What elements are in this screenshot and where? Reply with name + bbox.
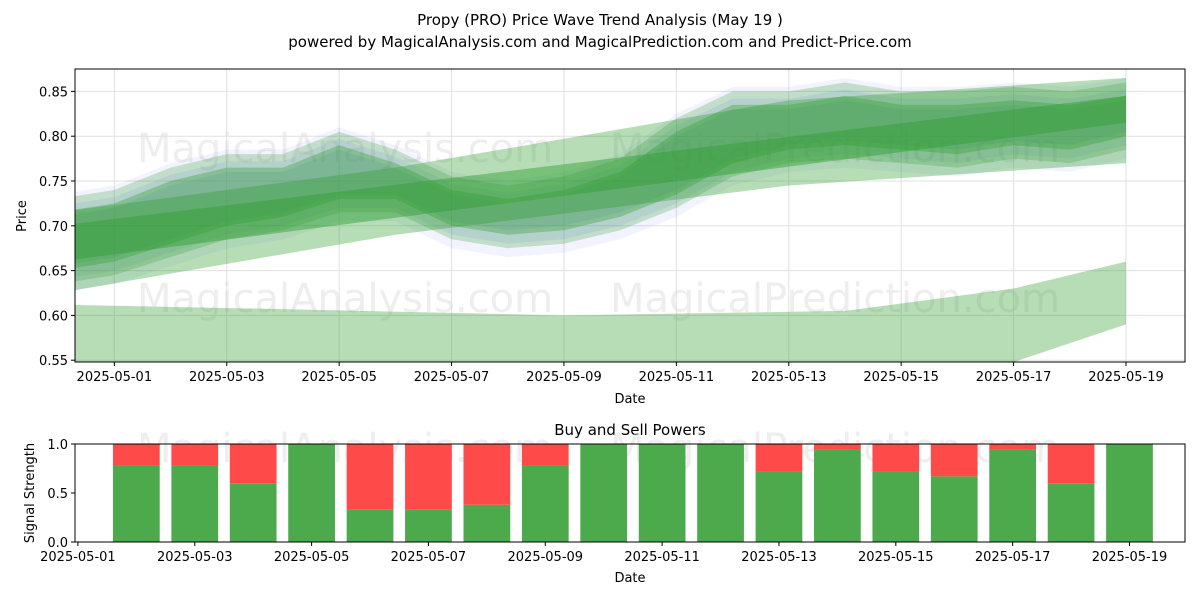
signal-x-tick-label: 2025-05-19 xyxy=(1092,550,1168,565)
trend-band xyxy=(75,95,1126,260)
signal-x-tick-label: 2025-05-09 xyxy=(508,550,584,565)
price-y-ticks: 0.55 0.60 0.65 0.70 0.75 0.80 0.85 xyxy=(39,85,75,369)
signal-y-tick-label: 0.5 xyxy=(47,487,68,502)
price-y-tick-label: 0.75 xyxy=(39,175,68,190)
sell-bar xyxy=(814,444,861,450)
price-x-tick-label: 2025-05-15 xyxy=(863,370,939,385)
price-bands-clip xyxy=(75,77,1126,362)
wave-band-green xyxy=(75,95,1126,268)
price-y-tick-label: 0.70 xyxy=(39,220,68,235)
sell-bar xyxy=(112,444,160,466)
sell-bar xyxy=(346,444,394,510)
sell-bar xyxy=(463,444,511,505)
signal-y-tick-label: 1.0 xyxy=(47,438,68,453)
price-x-tick-label: 2025-05-09 xyxy=(526,370,602,385)
watermark-analysis-top: MagicalAnalysis.com xyxy=(137,126,553,172)
price-y-tick-label: 0.55 xyxy=(39,354,68,369)
sell-bar xyxy=(930,444,978,477)
signal-x-tick-label: 2025-05-05 xyxy=(274,550,350,565)
signal-x-tick-label: 2025-05-15 xyxy=(858,550,934,565)
price-x-tick-label: 2025-05-11 xyxy=(639,370,715,385)
sell-bar xyxy=(755,444,803,472)
signal-y-ticks: 0.0 0.5 1.0 xyxy=(47,438,75,551)
signal-x-ticks: 2025-05-01 2025-05-03 2025-05-05 2025-05-07… xyxy=(40,542,1167,565)
price-x-tick-label: 2025-05-05 xyxy=(301,370,377,385)
buy-bar xyxy=(697,444,744,542)
signal-y-tick-label: 0.0 xyxy=(47,536,68,551)
price-x-axis-label: Date xyxy=(614,392,645,407)
buy-bar xyxy=(930,476,978,542)
signal-x-tick-label: 2025-05-11 xyxy=(624,550,700,565)
chart-title: Propy (PRO) Price Wave Trend Analysis (M… xyxy=(417,11,783,29)
buy-bar xyxy=(521,465,569,542)
price-bands xyxy=(75,77,1126,362)
signal-chart-title: Buy and Sell Powers xyxy=(554,421,706,439)
price-x-tick-label: 2025-05-03 xyxy=(189,370,265,385)
price-x-tick-label: 2025-05-13 xyxy=(751,370,827,385)
buy-bar xyxy=(463,504,511,542)
price-x-tick-label: 2025-05-17 xyxy=(976,370,1052,385)
chart-subtitle: powered by MagicalAnalysis.com and Magic… xyxy=(288,33,912,51)
price-x-ticks: 2025-05-01 2025-05-03 2025-05-05 2025-05-07… xyxy=(77,362,1164,385)
buy-bar xyxy=(1047,483,1095,542)
watermark-analysis-mid: MagicalAnalysis.com xyxy=(137,276,553,322)
price-x-tick-label: 2025-05-07 xyxy=(414,370,490,385)
price-grid xyxy=(75,69,1185,362)
watermark-prediction-mid: MagicalPrediction.com xyxy=(610,276,1060,322)
price-y-tick-label: 0.65 xyxy=(39,265,68,280)
buy-bar xyxy=(405,509,452,542)
buy-bar xyxy=(814,449,861,542)
signal-y-axis-label: Signal Strength xyxy=(23,443,38,543)
signal-x-tick-label: 2025-05-17 xyxy=(975,550,1051,565)
sell-bar xyxy=(521,444,569,466)
signal-x-tick-label: 2025-05-07 xyxy=(391,550,467,565)
signal-x-tick-label: 2025-05-01 xyxy=(40,550,116,565)
price-panel: MagicalAnalysis.com MagicalPrediction.co… xyxy=(15,68,1186,407)
price-y-axis-label: Price xyxy=(15,200,30,232)
buy-bar xyxy=(346,509,394,542)
sell-bar xyxy=(872,444,920,472)
wave-band-blue xyxy=(75,100,1126,264)
price-axes-frame xyxy=(74,68,1186,363)
signal-x-axis-label: Date xyxy=(614,571,645,586)
buy-bar xyxy=(112,465,160,542)
price-y-tick-label: 0.85 xyxy=(39,85,68,100)
buy-bar xyxy=(872,471,920,542)
sell-bar xyxy=(989,444,1037,450)
watermark-prediction-top: MagicalPrediction.com xyxy=(610,126,1060,172)
buy-bar xyxy=(638,444,686,542)
buy-bar xyxy=(1106,444,1153,542)
trend-band xyxy=(75,261,1126,362)
buy-bar xyxy=(989,449,1037,542)
signal-bars xyxy=(112,444,1153,542)
wave-band-blue xyxy=(75,89,1126,277)
sell-bar xyxy=(1047,444,1095,484)
buy-bar xyxy=(755,471,803,542)
signal-x-tick-label: 2025-05-13 xyxy=(741,550,817,565)
sell-bar xyxy=(229,444,277,484)
sell-bar xyxy=(171,444,219,466)
signal-x-tick-label: 2025-05-03 xyxy=(157,550,233,565)
buy-bar xyxy=(288,444,335,542)
wave-band-blue xyxy=(75,77,1126,291)
buy-bar xyxy=(580,444,628,542)
price-y-tick-label: 0.80 xyxy=(39,130,68,145)
trend-band xyxy=(75,77,1126,291)
signal-panel: Buy and Sell Powers MagicalAnalysis.com … xyxy=(23,421,1186,586)
price-x-tick-label: 2025-05-19 xyxy=(1088,370,1164,385)
price-y-tick-label: 0.60 xyxy=(39,309,68,324)
buy-bar xyxy=(229,483,277,542)
buy-bar xyxy=(171,465,219,542)
wave-band-green xyxy=(75,82,1126,282)
sell-bar xyxy=(405,444,452,510)
price-x-tick-label: 2025-05-01 xyxy=(77,370,153,385)
